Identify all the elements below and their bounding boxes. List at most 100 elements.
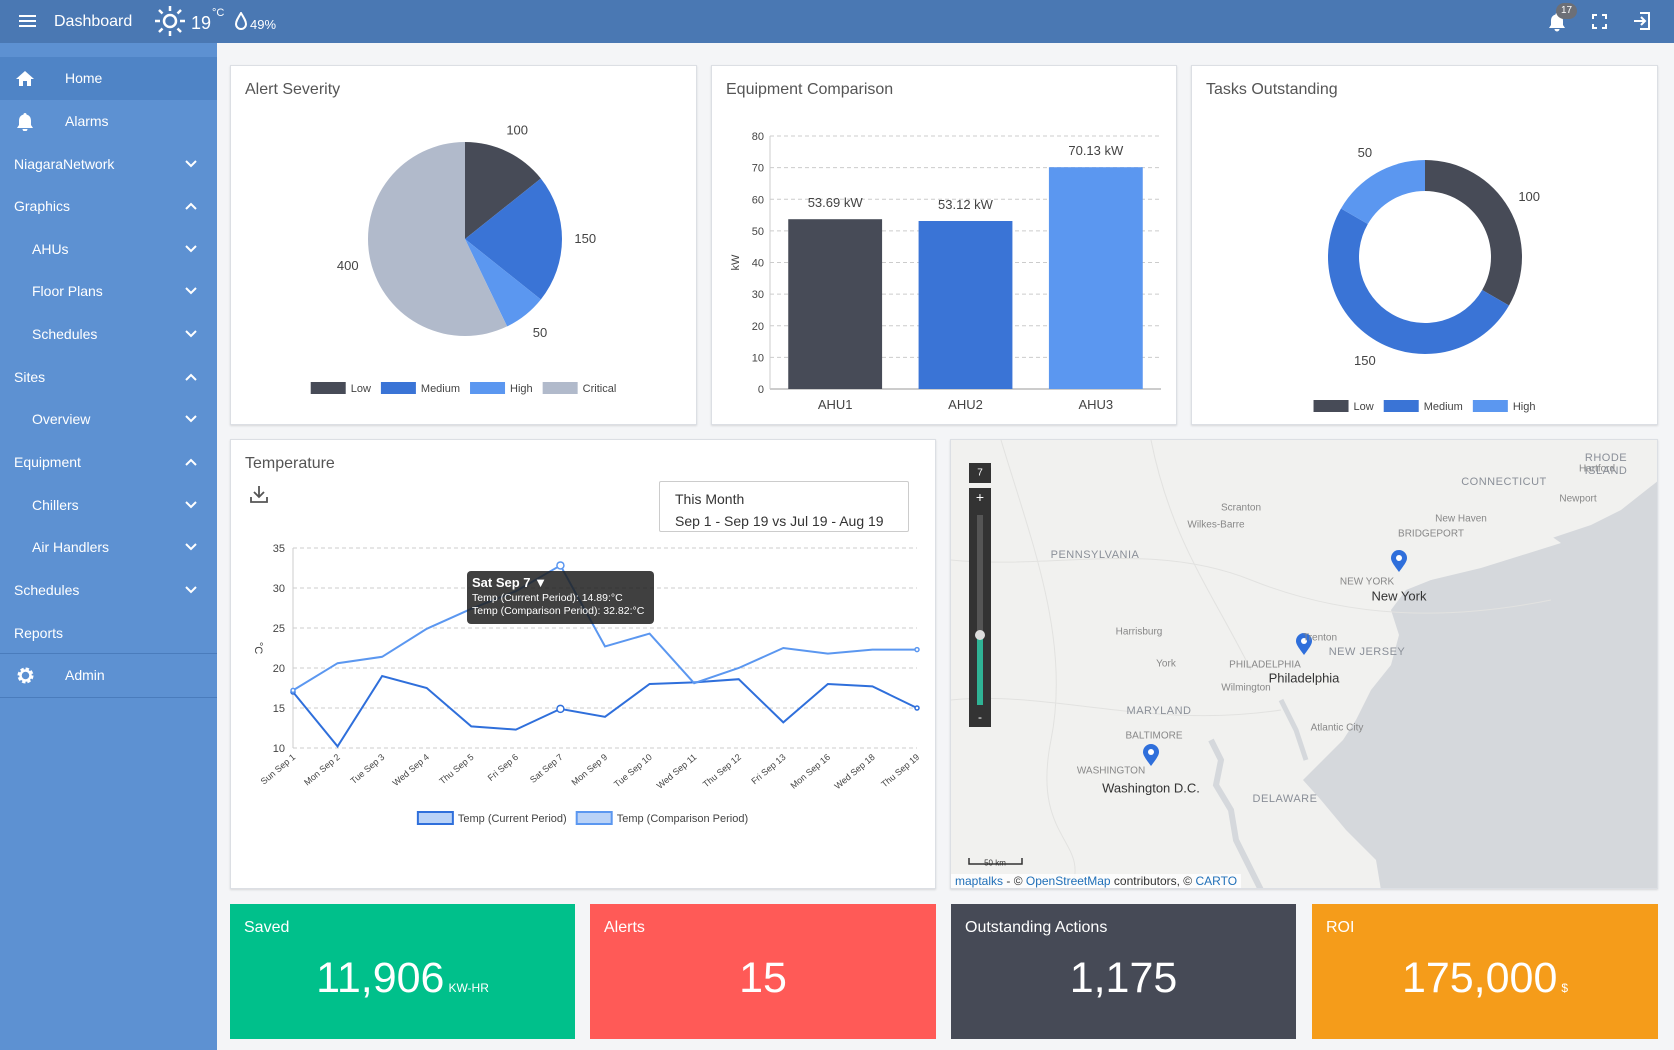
page-title: Dashboard bbox=[54, 13, 133, 30]
legend: Low Medium High bbox=[1313, 400, 1535, 413]
map-label: WASHINGTON bbox=[1076, 765, 1146, 777]
x-tick-label: Mon Sep 2 bbox=[302, 752, 342, 788]
text: - © bbox=[1003, 874, 1026, 888]
nav-item[interactable]: Air Handlers bbox=[0, 526, 217, 569]
map-label: Atlantic City bbox=[1310, 722, 1364, 734]
map-label: Philadelphia bbox=[1268, 670, 1340, 686]
tooltip-line: Temp (Comparison Period): 32.82:°C bbox=[472, 605, 645, 617]
nav-item[interactable]: Equipment bbox=[0, 441, 217, 484]
bar bbox=[918, 221, 1013, 389]
slice bbox=[1425, 160, 1522, 306]
link[interactable]: OpenStreetMap bbox=[1025, 874, 1111, 888]
map-label: PHILADELPHIA bbox=[1229, 659, 1301, 671]
series-line bbox=[292, 674, 918, 749]
map-label: Wilmington bbox=[1221, 682, 1271, 694]
nav-item[interactable]: NiagaraNetwork bbox=[0, 143, 217, 186]
map[interactable]: + - 7 50 km Hartford CONNECTICUT RHODE I… bbox=[950, 439, 1658, 889]
card-title: Outstanding Actions bbox=[965, 919, 1108, 936]
nav-item[interactable]: AHUs bbox=[0, 228, 217, 271]
nav-item[interactable]: Overview bbox=[0, 398, 217, 441]
nav-item[interactable]: Floor Plans bbox=[0, 270, 217, 313]
nav-label: Admin bbox=[65, 667, 105, 683]
map-label: Washington D.C. bbox=[1102, 780, 1200, 796]
map-label: BALTIMORE bbox=[1125, 730, 1183, 742]
nav-label: Air Handlers bbox=[32, 539, 110, 555]
legend-label: Temp (Current Period) bbox=[458, 813, 567, 825]
x-tick-label: AHU3 bbox=[1078, 397, 1113, 412]
separator bbox=[0, 697, 217, 698]
map-label: Harrisburg bbox=[1115, 626, 1163, 638]
chart-panel: 10 15 20 25 30 35 °C Sun Sep 1 Mon Sep 2 Tue Sep … bbox=[230, 439, 936, 889]
svg-text:-: - bbox=[978, 710, 982, 724]
y-tick-label: 30 bbox=[752, 289, 764, 301]
legend-swatch bbox=[310, 382, 346, 394]
point bbox=[914, 646, 920, 653]
map-label: DELAWARE bbox=[1252, 793, 1318, 805]
nav-label: Home bbox=[65, 70, 103, 86]
map-base: + - bbox=[951, 440, 1657, 888]
chevron-down bbox=[185, 415, 197, 423]
notification-badge: 17 bbox=[1556, 3, 1577, 19]
nav-item[interactable]: Chillers bbox=[0, 484, 217, 527]
x-tick-label: Tue Sep 10 bbox=[612, 752, 654, 789]
y-tick-label: 70 bbox=[752, 163, 764, 175]
nav-item[interactable]: Alarms bbox=[0, 100, 217, 143]
stat-card: Outstanding Actions 1,175 bbox=[951, 904, 1296, 1039]
map-label: Newport bbox=[1559, 493, 1597, 505]
chart-panel: Alert Severity 100 150 50 400 Low Medium High Cr… bbox=[230, 65, 697, 425]
top-bar: Dashboard 19 °C 49% 17 bbox=[0, 0, 1674, 43]
card-unit: KW-HR bbox=[448, 981, 489, 995]
link[interactable]: maptalks bbox=[955, 874, 1004, 888]
legend-swatch bbox=[1383, 400, 1419, 412]
temperature: 19 bbox=[191, 13, 212, 33]
logout-button[interactable] bbox=[1633, 12, 1651, 30]
chart: 100 150 50 400 Low Medium High Critical bbox=[310, 123, 616, 395]
data-label: 70.13 kW bbox=[1068, 143, 1124, 158]
attribution: maptalks - © OpenStreetMap contributors,… bbox=[951, 874, 1242, 888]
map-markers bbox=[1143, 550, 1407, 766]
card-value: 175,000 bbox=[1401, 954, 1558, 1002]
y-tick-label: 0 bbox=[758, 384, 764, 396]
nav-item[interactable]: Schedules bbox=[0, 313, 217, 356]
card-title: Alerts bbox=[604, 919, 645, 936]
menu-button[interactable] bbox=[19, 13, 37, 29]
nav-item[interactable]: Reports bbox=[0, 612, 217, 655]
map-label: NEW YORK bbox=[1339, 576, 1395, 588]
panel-title: Temperature bbox=[245, 455, 335, 472]
y-tick-label: 10 bbox=[273, 743, 285, 755]
x-tick-label: Sat Sep 7 bbox=[528, 752, 565, 785]
alarm-icon bbox=[17, 113, 33, 131]
x-tick-label: Fri Sep 6 bbox=[486, 752, 520, 783]
nav-label: Chillers bbox=[32, 497, 79, 513]
slice bbox=[465, 142, 541, 239]
nav-item[interactable]: Sites bbox=[0, 356, 217, 399]
point bbox=[556, 704, 565, 714]
chevron-up bbox=[185, 373, 197, 381]
x-tick-label: AHU1 bbox=[818, 397, 853, 412]
x-tick-label: Thu Sep 12 bbox=[701, 752, 743, 790]
nav-item[interactable]: Graphics bbox=[0, 185, 217, 228]
download-button[interactable] bbox=[250, 485, 268, 503]
data-label: 100 bbox=[506, 123, 528, 138]
date-range-picker[interactable]: This Month Sep 1 - Sep 19 vs Jul 19 - Au… bbox=[659, 481, 909, 532]
date-range: Sep 1 - Sep 19 vs Jul 19 - Aug 19 bbox=[675, 513, 884, 529]
legend-swatch bbox=[542, 382, 578, 394]
legend-label: Medium bbox=[1424, 401, 1463, 413]
zoom-control[interactable]: + - bbox=[969, 463, 991, 727]
nav-label: Sites bbox=[14, 369, 46, 385]
map-label: RHODE ISLAND bbox=[1584, 452, 1628, 477]
nav-item[interactable]: Admin bbox=[0, 654, 217, 697]
slice bbox=[368, 142, 508, 336]
link[interactable]: CARTO bbox=[1195, 874, 1238, 888]
x-tick-label: Wed Sep 4 bbox=[391, 752, 431, 788]
map-label: Hartford bbox=[1578, 463, 1616, 475]
fullscreen-button[interactable] bbox=[1592, 14, 1607, 29]
nav-item[interactable]: Home bbox=[0, 57, 217, 100]
data-label: 150 bbox=[574, 231, 596, 246]
humidity-icon bbox=[234, 12, 248, 30]
data-label: 53.12 kW bbox=[938, 197, 994, 212]
point bbox=[290, 687, 296, 694]
y-tick-label: 50 bbox=[752, 226, 764, 238]
nav-item[interactable]: Schedules bbox=[0, 569, 217, 612]
